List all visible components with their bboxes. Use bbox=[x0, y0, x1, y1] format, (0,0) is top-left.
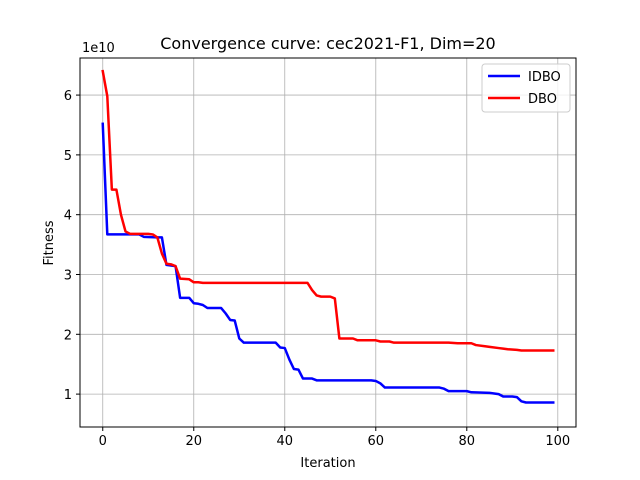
y-tick-label: 2 bbox=[64, 328, 72, 343]
x-tick-label: 80 bbox=[459, 434, 476, 449]
x-tick-label: 0 bbox=[99, 434, 107, 449]
y-tick-label: 3 bbox=[64, 268, 72, 283]
x-tick-label: 20 bbox=[185, 434, 202, 449]
x-tick-label: 60 bbox=[368, 434, 385, 449]
axis-ticks: 0 20 40 60 80 100 1 2 3 4 5 6 bbox=[64, 89, 570, 449]
y-tick-label: 6 bbox=[64, 89, 72, 104]
plot-area-frame bbox=[79, 57, 577, 428]
y-axis-offset-label: 1e10 bbox=[82, 41, 115, 56]
y-axis-label: Fitness bbox=[42, 220, 57, 265]
grid-lines bbox=[80, 58, 576, 427]
series-line-dbo bbox=[101, 69, 555, 352]
plot-series bbox=[101, 69, 555, 404]
y-tick-label: 1 bbox=[64, 388, 72, 403]
series-line-idbo bbox=[101, 122, 555, 404]
x-tick-label: 40 bbox=[276, 434, 293, 449]
chart-title: Convergence curve: cec2021-F1, Dim=20 bbox=[160, 34, 495, 53]
y-tick-label: 5 bbox=[64, 149, 72, 164]
legend: IDBO DBO bbox=[481, 63, 571, 113]
x-axis-label: Iteration bbox=[300, 456, 355, 471]
legend-label-dbo: DBO bbox=[528, 92, 557, 107]
legend-label-idbo: IDBO bbox=[528, 70, 561, 85]
x-tick-label: 100 bbox=[545, 434, 570, 449]
y-tick-label: 4 bbox=[64, 209, 72, 224]
